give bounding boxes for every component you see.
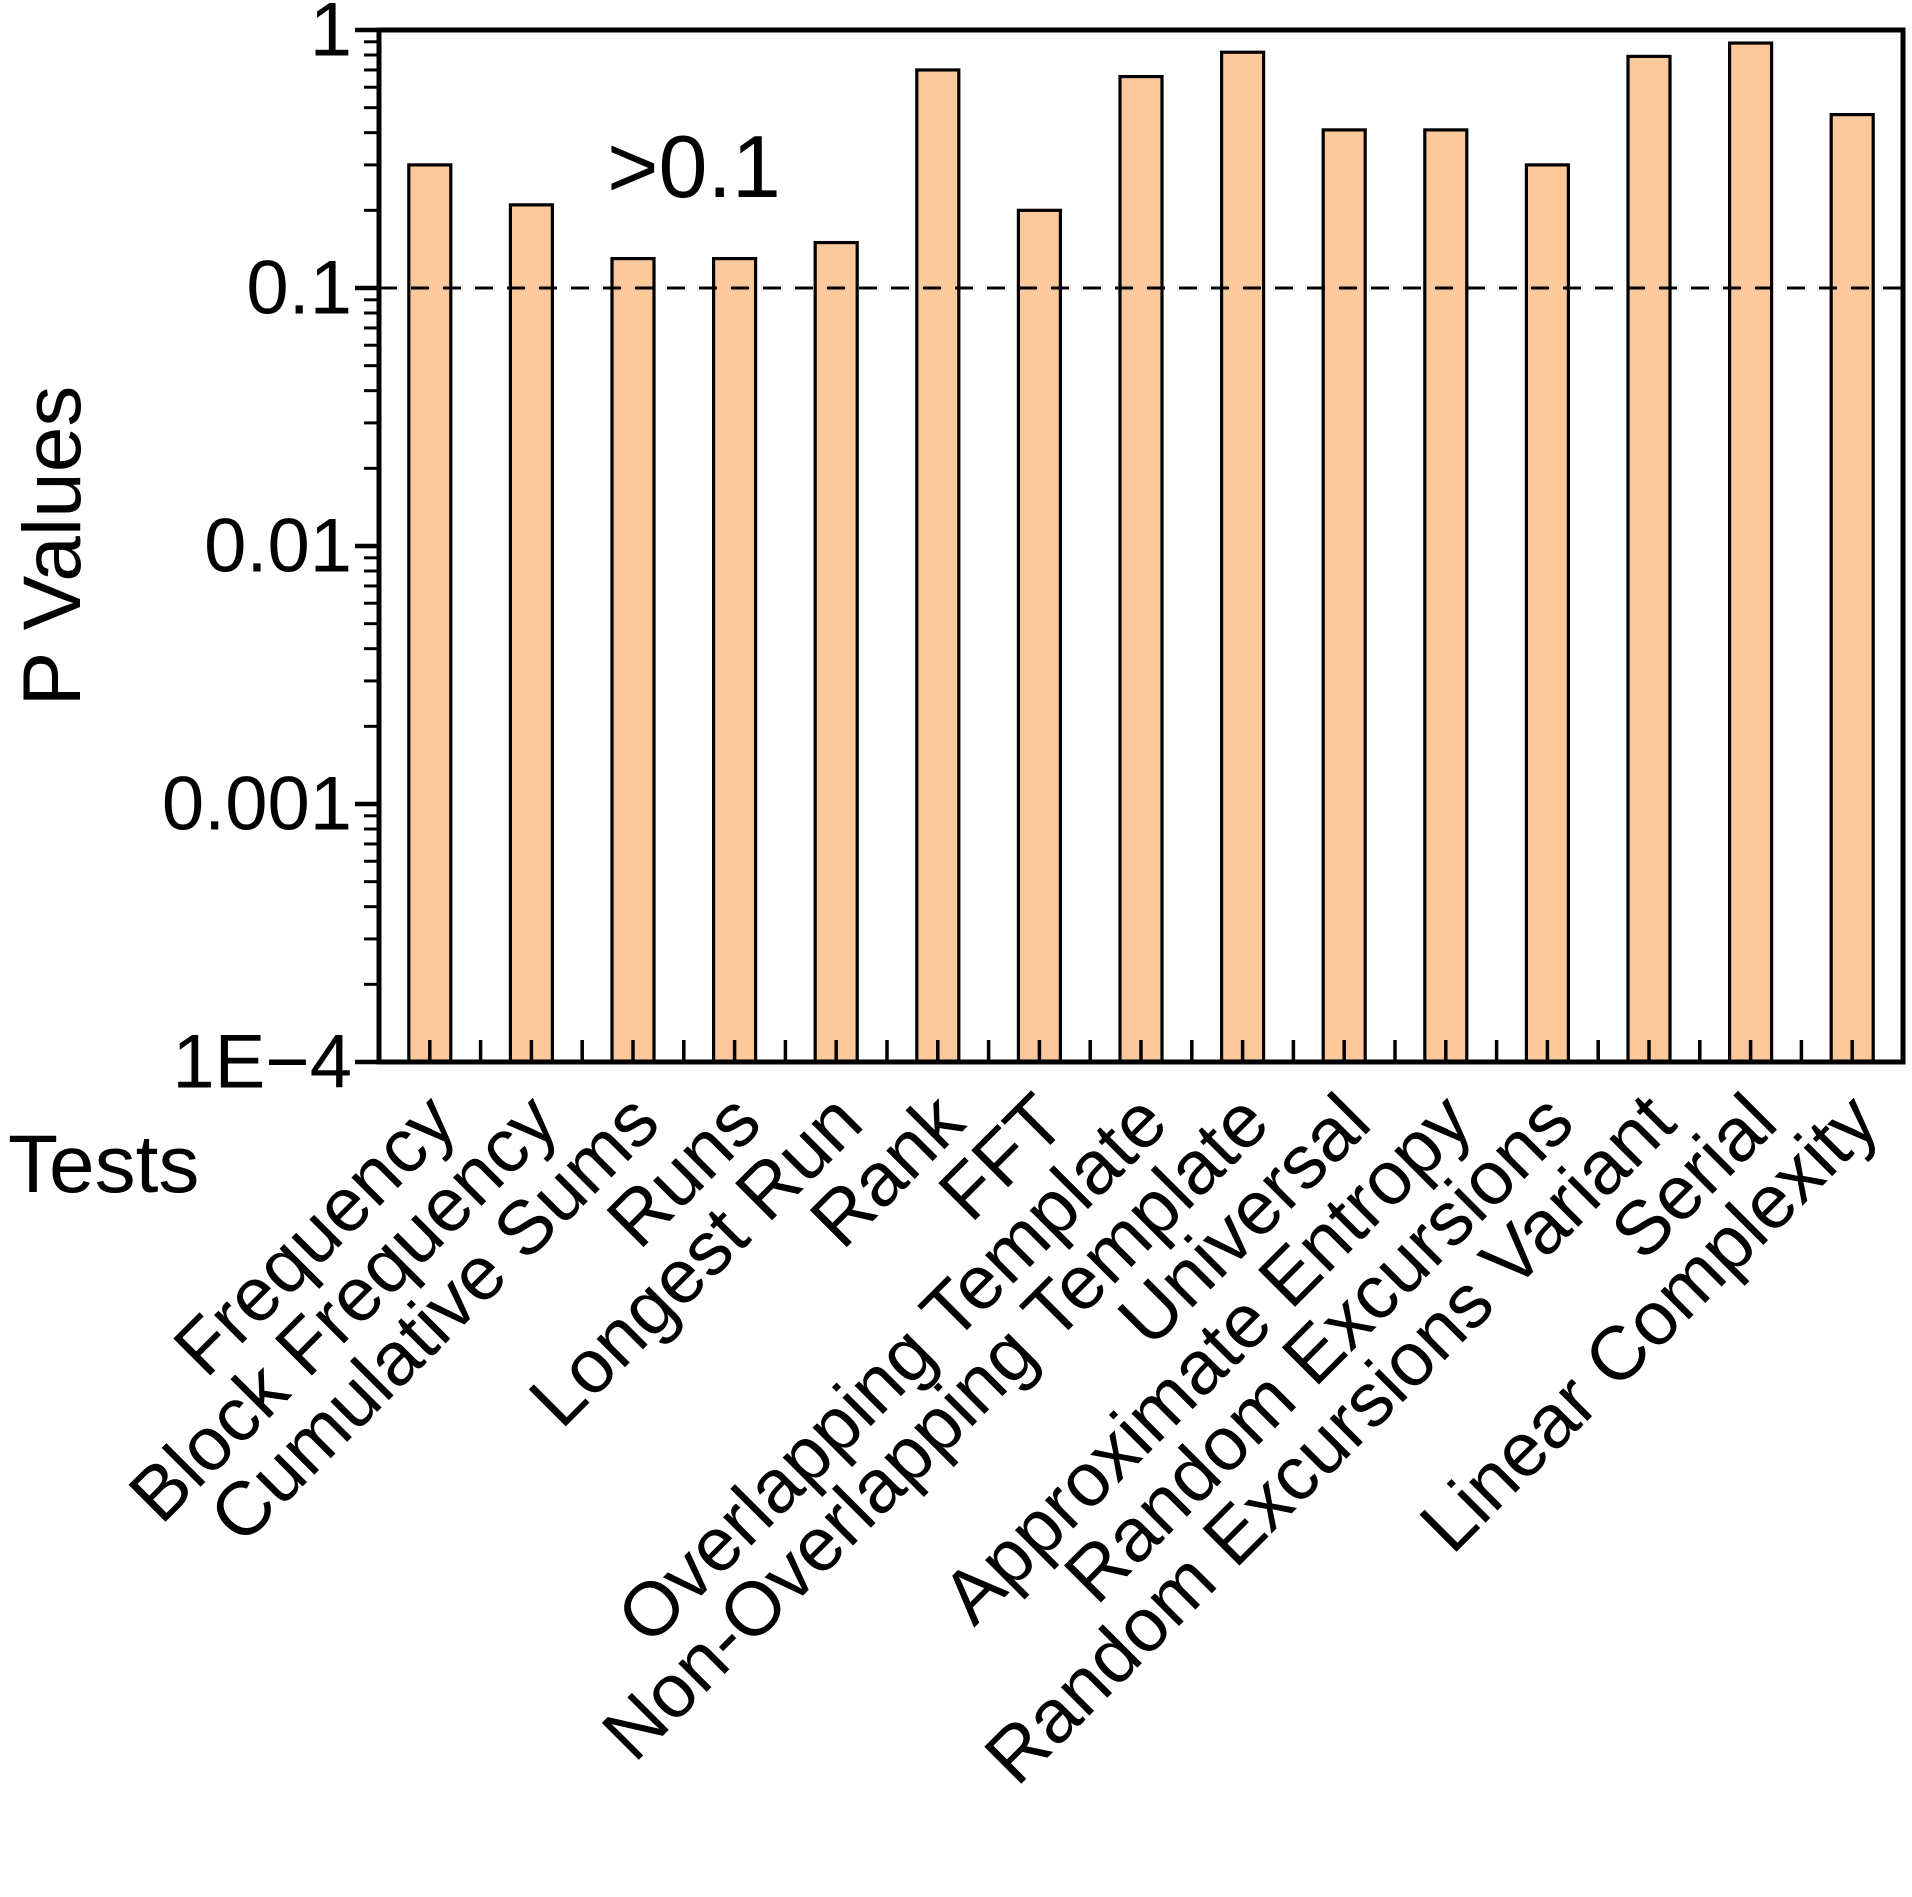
threshold-annotation: >0.1 (607, 117, 781, 216)
y-major-ticks (355, 27, 379, 1065)
bar-non-overlapping-template (1219, 50, 1266, 1064)
x-axis-title: Tests (8, 1119, 199, 1210)
bar-approximate-entropy (1423, 128, 1469, 1064)
y-axis-title: P Values (7, 386, 98, 707)
bar-rank (915, 68, 961, 1064)
bar-longest-run (813, 240, 859, 1064)
y-tick-label-1E−4: 1E−4 (172, 1020, 352, 1105)
bar-random-excursions-variant (1626, 54, 1672, 1064)
y-tick-labels: 1 0.1 0.01 0.001 1E−4 (162, 0, 352, 1105)
plot-area-frame (376, 27, 1906, 1065)
bar-linear-complexity (1829, 112, 1875, 1064)
bar-runs (711, 257, 758, 1064)
bars-group (407, 41, 1875, 1064)
bar-random-excursions (1524, 163, 1571, 1064)
bar-fft (1016, 208, 1063, 1064)
bar-serial (1727, 41, 1774, 1064)
bar-frequency (407, 163, 453, 1064)
y-tick-label-0.001: 0.001 (162, 762, 352, 847)
bar-overlapping-template (1118, 74, 1164, 1064)
y-tick-label-0.1: 0.1 (246, 246, 352, 331)
x-ticks (428, 1040, 1854, 1062)
bar-universal (1321, 128, 1367, 1064)
bar-block-frequency (508, 203, 554, 1064)
y-tick-label-1: 1 (310, 0, 352, 73)
bar-cumulative-sums (610, 257, 656, 1064)
y-tick-label-0.01: 0.01 (204, 504, 352, 589)
